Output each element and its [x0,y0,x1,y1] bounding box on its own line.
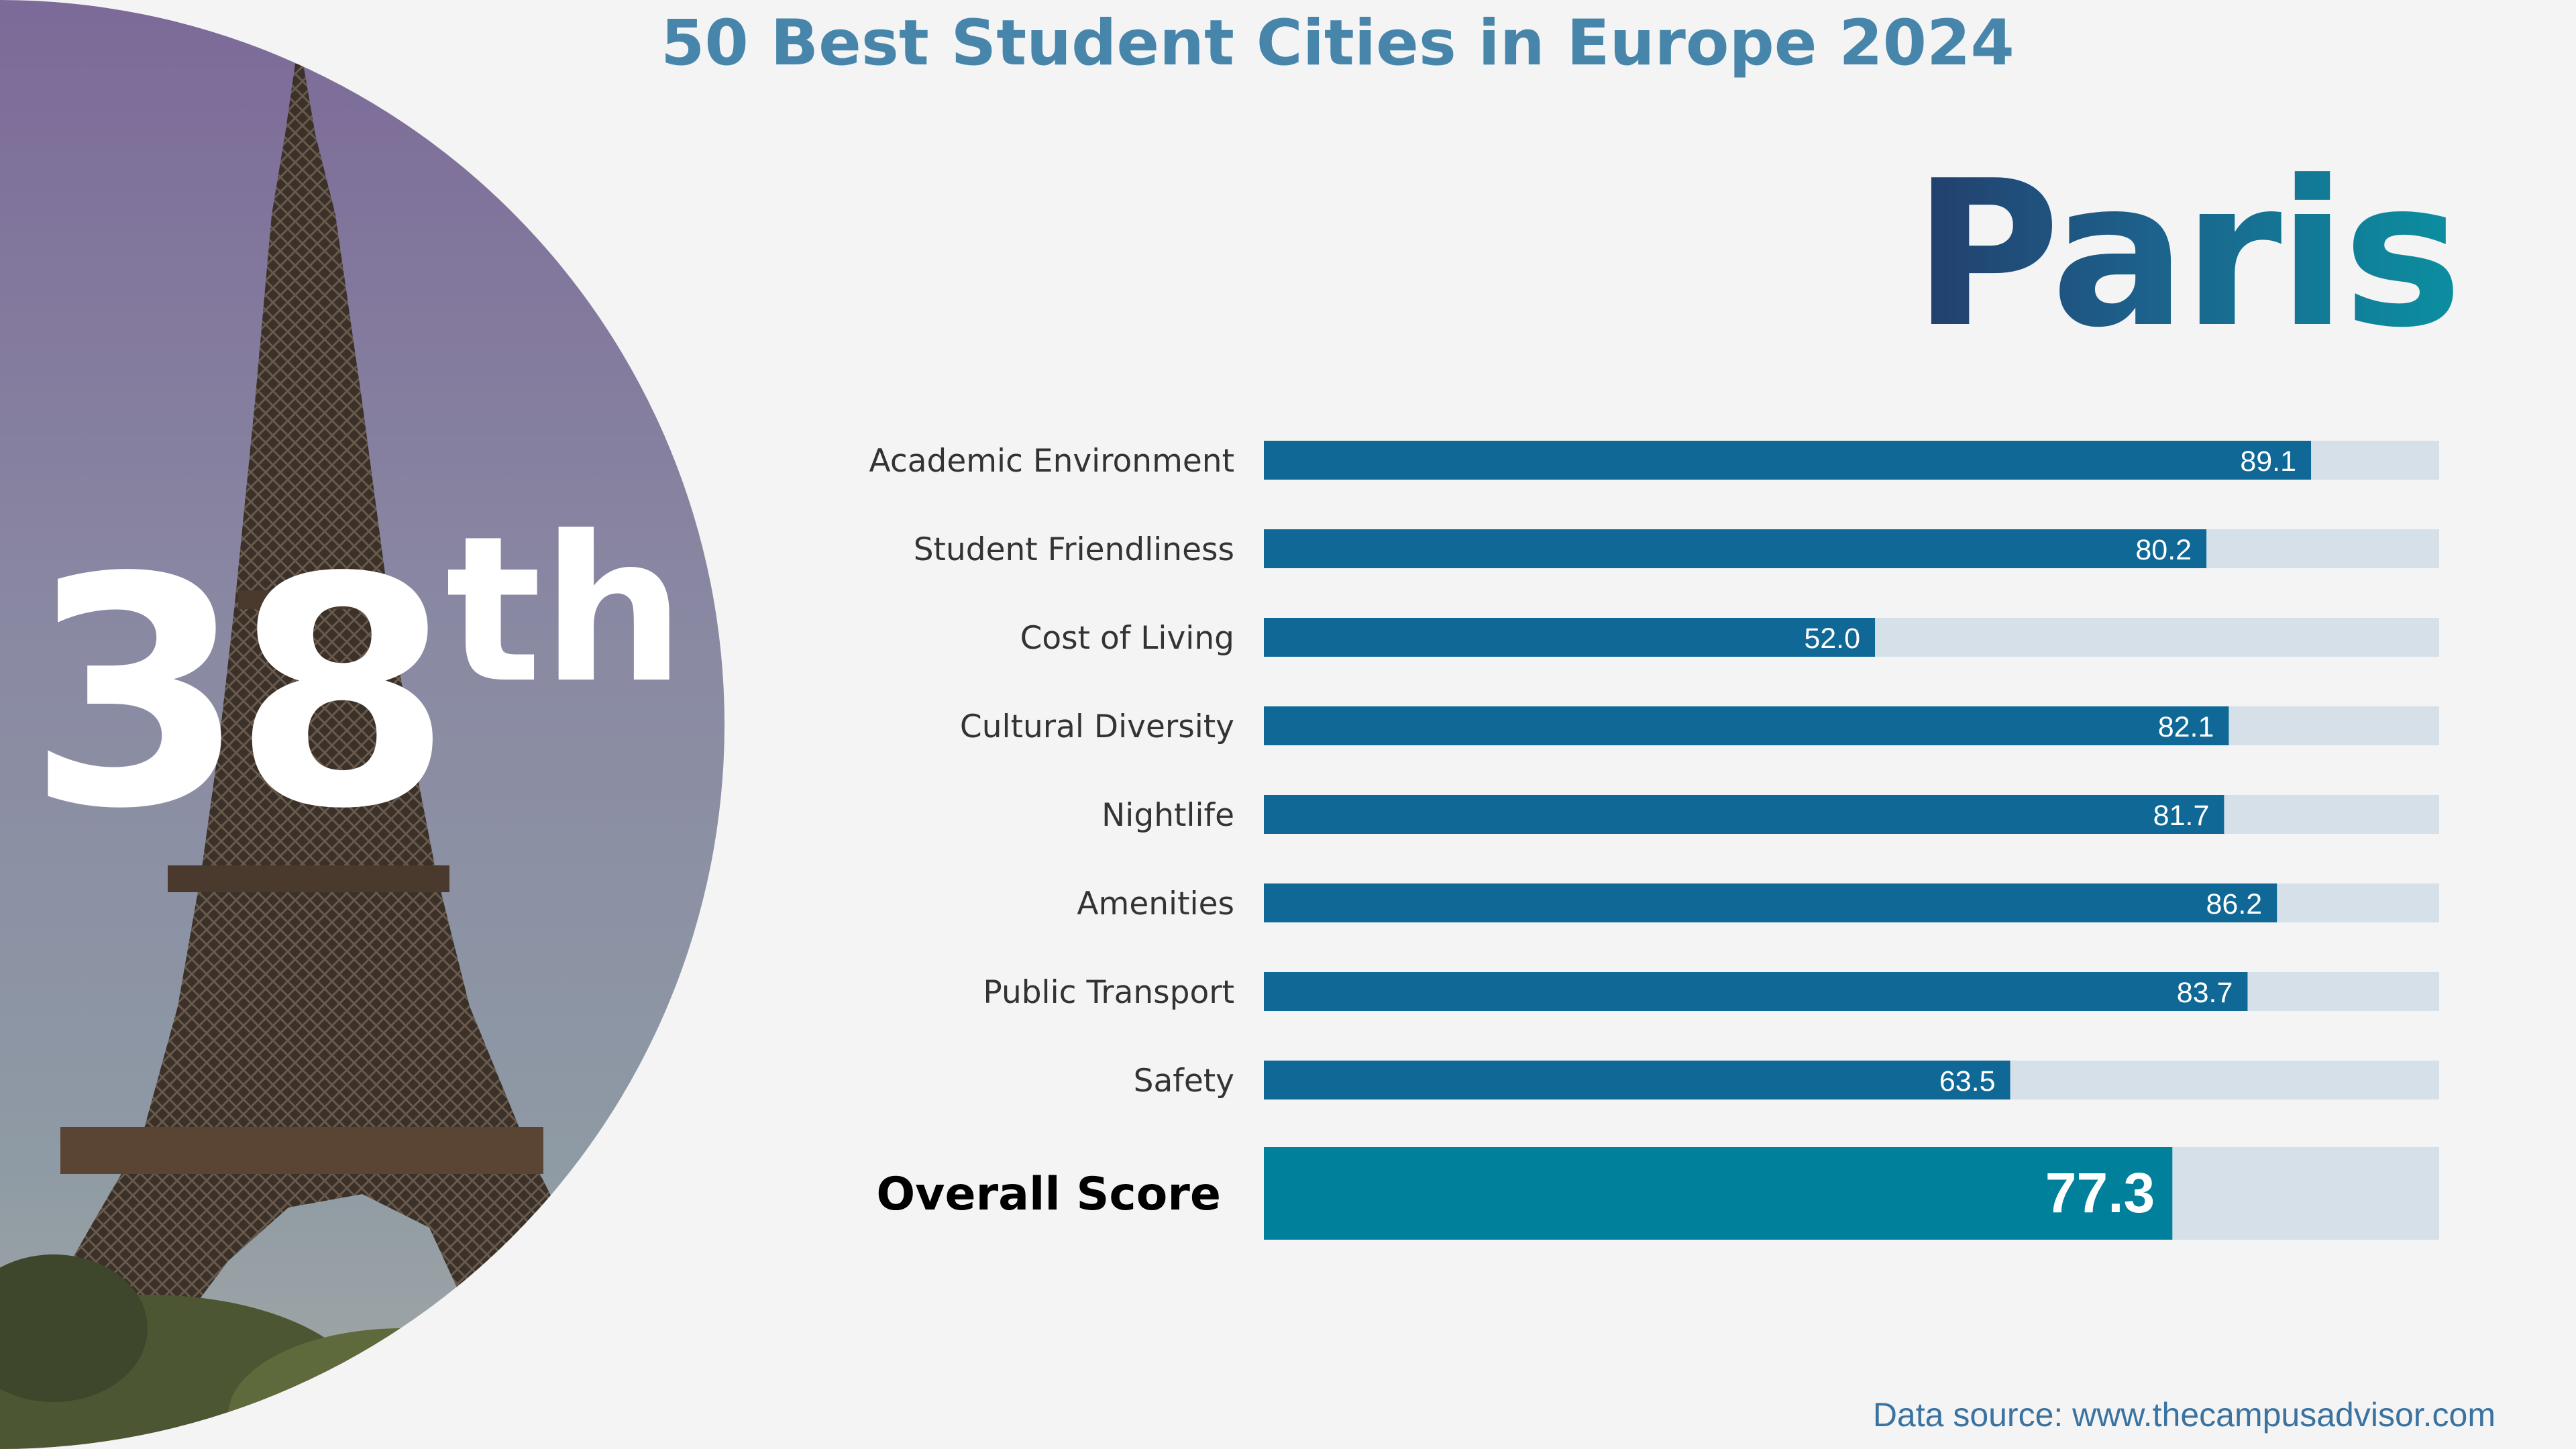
category-label: Public Transport [983,974,1234,1011]
data-label: 80.2 [2135,534,2192,566]
bar [1264,706,2229,745]
eiffel-tower-photo [0,0,738,1449]
data-label: 63.5 [1939,1065,1996,1097]
data-label: 89.1 [2240,445,2296,478]
overall-score-label: Overall Score [876,1168,1221,1221]
bar [1264,883,2277,922]
bar [1264,618,1876,657]
category-label: Cultural Diversity [960,708,1234,745]
category-label: Student Friendliness [914,531,1234,568]
category-label: Academic Environment [869,443,1234,480]
category-label: Safety [1134,1063,1234,1099]
overall-score-value: 77.3 [2045,1161,2155,1224]
rank-suffix: th [445,493,686,727]
bar [1264,529,2207,568]
bar [1264,972,2248,1011]
data-label: 83.7 [2177,977,2233,1009]
data-label: 52.0 [1804,623,1860,655]
page-title: 50 Best Student Cities in Europe 2024 [661,7,2015,80]
rank-number: 38 [27,511,452,877]
bar [1264,1061,2010,1099]
data-label: 82.1 [2158,711,2214,743]
bar [1264,795,2224,834]
city-name: Paris [1913,138,2463,372]
data-label: 81.7 [2153,800,2210,832]
overall-bar [1264,1147,2173,1240]
data-source-note: Data source: www.thecampusadvisor.com [1872,1396,2496,1434]
bar [1264,441,2312,480]
category-label: Cost of Living [1020,620,1234,657]
category-label: Nightlife [1102,797,1234,834]
category-label: Amenities [1077,885,1234,922]
data-label: 86.2 [2206,888,2263,920]
rank-badge: 38th [27,510,685,852]
